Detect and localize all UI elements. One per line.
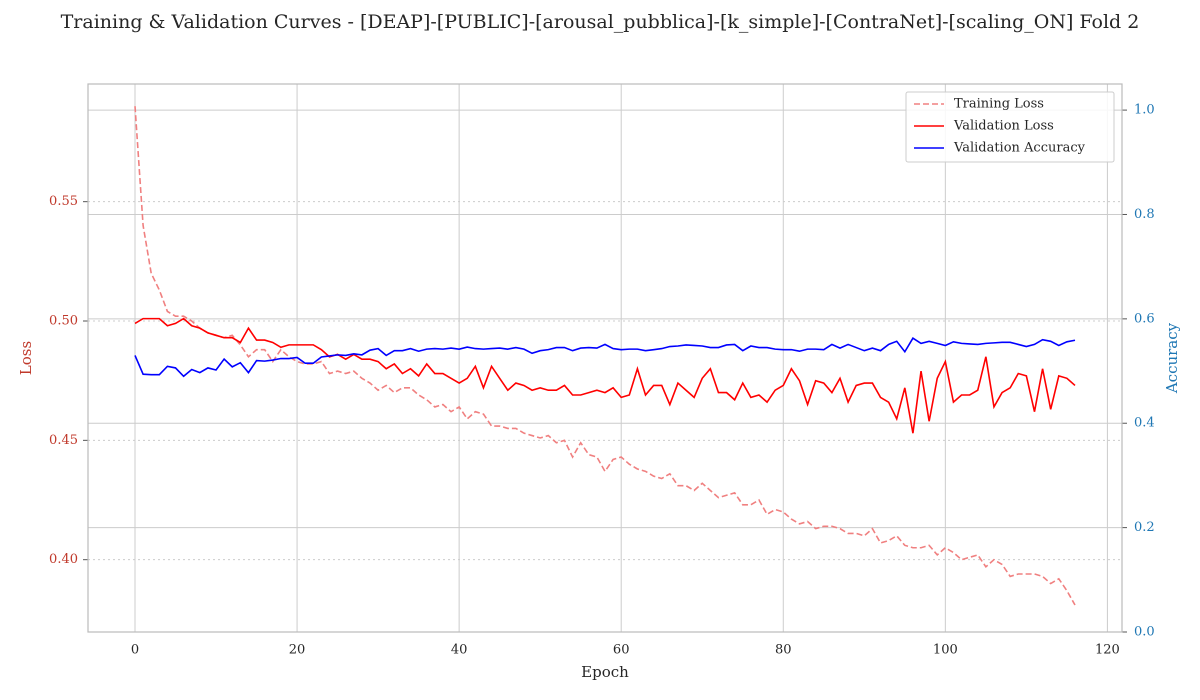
y-tick-label: 0.50 <box>49 314 78 329</box>
legend: Training Loss Validation Loss Validation A… <box>905 91 1115 163</box>
legend-label: Validation Accuracy <box>953 141 1086 156</box>
x-axis-label: Epoch <box>581 663 629 681</box>
x-tick-label: 80 <box>775 643 792 658</box>
y-axis-label: Loss <box>17 341 35 375</box>
series-line <box>134 337 1076 378</box>
x-tick-label: 40 <box>451 643 468 658</box>
chart-title: Training & Validation Curves - [DEAP]-[P… <box>61 11 1140 33</box>
y2-axis-label: Accuracy <box>1163 322 1181 394</box>
x-tick-label: 60 <box>613 643 630 658</box>
y2-tick-label: 0.4 <box>1134 416 1155 431</box>
legend-box <box>905 91 1115 163</box>
y-tick-label: 0.40 <box>49 552 78 567</box>
y2-tick-label: 0.8 <box>1134 207 1155 222</box>
series-line <box>134 106 1076 606</box>
legend-label: Training Loss <box>954 97 1044 112</box>
y2-tick-label: 0.0 <box>1134 625 1155 640</box>
y-tick-label: 0.55 <box>49 194 78 209</box>
x-tick-label: 0 <box>131 643 139 658</box>
y2-tick-label: 0.2 <box>1134 520 1155 535</box>
y-tick-label: 0.45 <box>49 433 78 448</box>
plot-frame <box>87 83 1123 633</box>
x-tick-label: 120 <box>1095 643 1120 658</box>
y2-tick-label: 0.6 <box>1134 311 1155 326</box>
x-tick-label: 20 <box>289 643 306 658</box>
legend-label: Validation Loss <box>953 119 1054 134</box>
y2-tick-label: 1.0 <box>1134 103 1155 118</box>
series-line <box>134 317 1076 434</box>
x-tick-label: 100 <box>933 643 958 658</box>
